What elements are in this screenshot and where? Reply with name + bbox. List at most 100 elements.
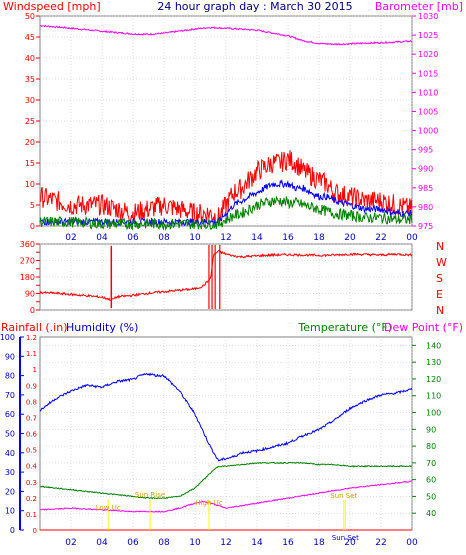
dewpoint-axis-label: Dew Point (°F): [384, 321, 463, 334]
humidity-tick-label: 90: [5, 352, 15, 361]
wind-x-tick-label: 22: [375, 233, 386, 243]
temp-x-tick-label: 12: [220, 538, 231, 548]
compass-label: N: [436, 304, 444, 317]
wind-x-tick-label: 14: [251, 233, 263, 243]
temperature-tick-label: 130: [426, 358, 441, 367]
rainfall-tick-label: 1.2: [26, 334, 37, 342]
compass-label: N: [436, 240, 444, 253]
barometer-axis-label: Barometer [mb]: [375, 0, 463, 13]
rainfall-tick-label: 0.1: [26, 511, 37, 519]
wind-series-green: [39, 195, 413, 232]
chart-title: 24 hour graph day : March 30 2015: [157, 0, 352, 13]
temp-x-tick-label: 16: [282, 538, 294, 548]
rainfall-tick-label: 0.8: [26, 398, 37, 406]
rainfall-tick-label: 0.7: [26, 414, 37, 422]
wind-tick-label: 40: [25, 54, 35, 63]
wind-tick-label: 15: [25, 159, 35, 168]
rainfall-tick-label: 0.9: [26, 382, 37, 390]
temperature-tick-label: 50: [426, 492, 436, 501]
temp-x-tick-label: 02: [65, 538, 76, 548]
humidity-tick-label: 0: [10, 526, 15, 535]
windspeed-axis-label: Windspeed [mph]: [3, 0, 101, 13]
temperature-tick-label: 110: [426, 392, 441, 401]
wind-x-tick-label: 20: [344, 233, 356, 243]
temp-x-tick-label: 04: [96, 538, 108, 548]
temp-x-tick-label: 18: [313, 538, 325, 548]
barometer-tick-label: 985: [418, 184, 433, 193]
event-label: Sun Set: [332, 534, 359, 542]
temperature-tick-label: 140: [426, 341, 441, 350]
rainfall-tick-label: 0.5: [26, 447, 37, 455]
wind-x-tick-label: 10: [189, 233, 201, 243]
rainfall-tick-label: 0: [33, 527, 37, 535]
event-label: Sun Set: [330, 492, 357, 500]
direction-tick-label: 90: [25, 290, 35, 299]
temp-x-tick-label: 00: [406, 538, 418, 548]
temp-series-magenta: [40, 480, 413, 513]
wind-x-tick-label: 12: [220, 233, 231, 243]
compass-label: W: [436, 256, 447, 269]
wind-tick-label: 5: [30, 201, 35, 210]
barometer-tick-label: 980: [418, 203, 433, 212]
event-label: High Uc: [195, 499, 222, 507]
compass-label: S: [436, 272, 443, 285]
temp-x-tick-label: 20: [344, 538, 356, 548]
wind-x-tick-label: 08: [158, 233, 170, 243]
wind-x-tick-label: 02: [65, 233, 76, 243]
humidity-tick-label: 10: [5, 507, 15, 516]
humidity-tick-label: 30: [5, 468, 15, 477]
compass-label: E: [436, 288, 443, 301]
temp-series-green: [40, 461, 413, 500]
direction-tick-label: 270: [20, 257, 35, 266]
wind-x-tick-label: 00: [406, 233, 418, 243]
wind-tick-label: 35: [25, 75, 35, 84]
humidity-tick-label: 60: [5, 410, 15, 419]
humidity-tick-label: 50: [5, 430, 15, 439]
wind-x-tick-label: 18: [313, 233, 325, 243]
barometer-tick-label: 990: [418, 165, 433, 174]
rainfall-axis-label: Rainfall (.in): [1, 321, 68, 334]
rainfall-tick-label: 0.4: [26, 463, 38, 471]
temperature-tick-label: 60: [426, 476, 436, 485]
temperature-tick-label: 90: [426, 425, 436, 434]
direction-tick-label: 360: [20, 240, 35, 249]
event-label: Sun Rise: [135, 491, 165, 499]
rainfall-tick-label: 0.6: [26, 431, 38, 439]
wind-tick-label: 0: [30, 222, 35, 231]
temperature-tick-label: 70: [426, 459, 436, 468]
temp-x-tick-label: 06: [127, 538, 139, 548]
wind-tick-label: 20: [25, 138, 35, 147]
temp-series-blue: [39, 372, 413, 462]
wind-tick-label: 10: [25, 180, 35, 189]
direction-series: [39, 249, 413, 302]
temperature-axis-label: Temperature (°F): [297, 321, 392, 334]
barometer-tick-label: 975: [418, 222, 433, 231]
temp-x-tick-label: 08: [158, 538, 170, 548]
barometer-tick-label: 1020: [418, 50, 438, 59]
barometer-tick-label: 1025: [418, 31, 438, 40]
rainfall-tick-label: 0.3: [26, 479, 37, 487]
wind-series-red: [39, 150, 413, 227]
temp-x-tick-label: 22: [375, 538, 386, 548]
humidity-tick-label: 70: [5, 391, 15, 400]
direction-tick-label: 180: [20, 273, 35, 282]
wind-x-tick-label: 04: [96, 233, 108, 243]
barometer-tick-label: 1010: [418, 88, 438, 97]
event-label: Low Uc: [96, 504, 121, 512]
wind-tick-label: 50: [25, 12, 35, 21]
wind-x-tick-label: 06: [127, 233, 139, 243]
temp-x-tick-label: 10: [189, 538, 201, 548]
humidity-tick-label: 80: [5, 372, 15, 381]
wind-tick-label: 25: [25, 117, 35, 126]
temperature-tick-label: 120: [426, 375, 441, 384]
direction-tick-label: 0: [30, 306, 35, 315]
temperature-tick-label: 100: [426, 409, 441, 418]
temp-x-tick-label: 14: [251, 538, 263, 548]
wind-x-tick-label: 16: [282, 233, 294, 243]
rainfall-tick-label: 1: [33, 366, 37, 374]
rainfall-tick-label: 0.2: [26, 495, 37, 503]
barometer-tick-label: 1000: [418, 127, 438, 136]
barometer-tick-label: 1015: [418, 69, 438, 78]
